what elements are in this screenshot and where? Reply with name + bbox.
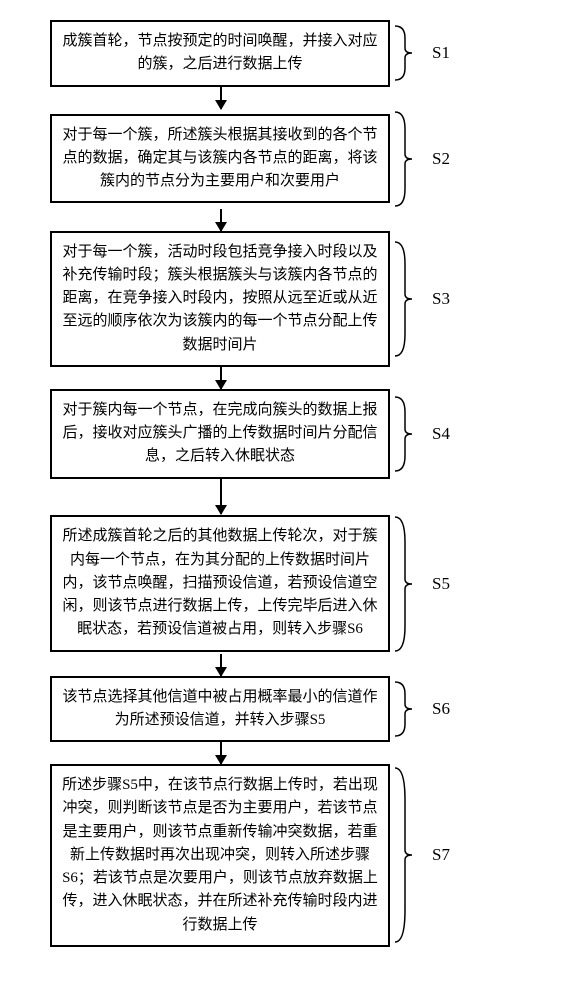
step-row: 所述成簇首轮之后的其他数据上传轮次，对于簇内每一个节点，在为其分配的上传数据时间…: [10, 514, 572, 654]
arrow-down-icon: [220, 479, 222, 514]
step-label: S2: [432, 149, 450, 169]
step-label: S4: [432, 424, 450, 444]
brace-icon: [390, 23, 430, 83]
arrow-down-icon: [220, 87, 222, 109]
step-label: S5: [432, 574, 450, 594]
brace-icon: [390, 765, 430, 945]
step-row: 所述步骤S5中，在该节点行数据上传时，若出现冲突，则判断该节点是否为主要用户，若…: [10, 764, 572, 947]
step-box-s7: 所述步骤S5中，在该节点行数据上传时，若出现冲突，则判断该节点是否为主要用户，若…: [50, 764, 390, 947]
arrow-down-icon: [220, 654, 222, 676]
step-box-s6: 该节点选择其他信道中被占用概率最小的信道作为所述预设信道，并转入步骤S5: [50, 676, 390, 743]
brace-icon: [390, 109, 430, 209]
brace-icon: [390, 394, 430, 474]
label-wrap: S2: [390, 109, 572, 209]
step-row: 该节点选择其他信道中被占用概率最小的信道作为所述预设信道，并转入步骤S5 S6: [10, 676, 572, 743]
label-wrap: S5: [390, 514, 572, 654]
step-row: 对于簇内每一个节点，在完成向簇头的数据上报后，接收对应簇头广播的上传数据时间片分…: [10, 389, 572, 479]
step-row: 对于每一个簇，所述簇头根据其接收到的各个节点的数据，确定其与该簇内各节点的距离，…: [10, 109, 572, 209]
label-wrap: S4: [390, 394, 572, 474]
brace-icon: [390, 239, 430, 359]
step-label: S3: [432, 289, 450, 309]
step-label: S7: [432, 845, 450, 865]
flowchart-container: 成簇首轮，节点按预定的时间唤醒，并接入对应的簇，之后进行数据上传 S1 对于每一…: [10, 20, 572, 947]
arrow-down-icon: [220, 209, 222, 231]
step-box-s1: 成簇首轮，节点按预定的时间唤醒，并接入对应的簇，之后进行数据上传: [50, 20, 390, 87]
step-box-s3: 对于每一个簇，活动时段包括竞争接入时段以及补充传输时段；簇头根据簇头与该簇内各节…: [50, 231, 390, 367]
step-box-s5: 所述成簇首轮之后的其他数据上传轮次，对于簇内每一个节点，在为其分配的上传数据时间…: [50, 515, 390, 651]
step-row: 对于每一个簇，活动时段包括竞争接入时段以及补充传输时段；簇头根据簇头与该簇内各节…: [10, 231, 572, 367]
label-wrap: S1: [390, 23, 572, 83]
brace-icon: [390, 514, 430, 654]
step-box-s2: 对于每一个簇，所述簇头根据其接收到的各个节点的数据，确定其与该簇内各节点的距离，…: [50, 114, 390, 204]
step-label: S6: [432, 699, 450, 719]
step-row: 成簇首轮，节点按预定的时间唤醒，并接入对应的簇，之后进行数据上传 S1: [10, 20, 572, 87]
brace-icon: [390, 679, 430, 739]
label-wrap: S6: [390, 679, 572, 739]
label-wrap: S7: [390, 765, 572, 945]
step-box-s4: 对于簇内每一个节点，在完成向簇头的数据上报后，接收对应簇头广播的上传数据时间片分…: [50, 389, 390, 479]
step-label: S1: [432, 43, 450, 63]
label-wrap: S3: [390, 239, 572, 359]
arrow-down-icon: [220, 367, 222, 389]
arrow-down-icon: [220, 742, 222, 764]
